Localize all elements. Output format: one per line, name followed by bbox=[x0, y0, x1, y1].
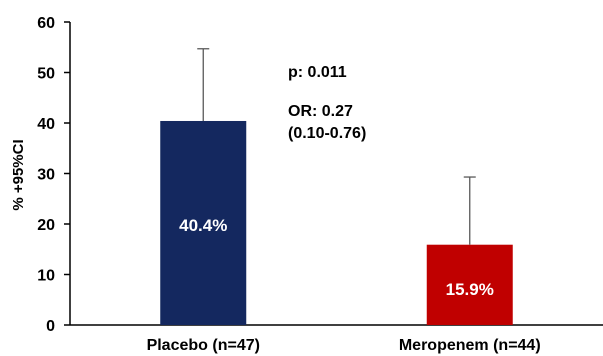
bar bbox=[426, 244, 513, 325]
y-tick-label: 0 bbox=[46, 318, 55, 335]
y-tick-label: 60 bbox=[37, 15, 55, 32]
y-tick-label: 50 bbox=[37, 66, 55, 83]
confidence-interval-annotation: (0.10-0.76) bbox=[288, 125, 366, 142]
bar bbox=[160, 120, 247, 325]
category-label: Meropenem (n=44) bbox=[399, 337, 541, 354]
bar-value-labels: 40.4% 15.9% bbox=[179, 216, 494, 299]
error-bars bbox=[197, 48, 476, 245]
category-label: Placebo (n=47) bbox=[147, 337, 260, 354]
bars bbox=[160, 120, 513, 325]
category-labels: Placebo (n=47) Meropenem (n=44) bbox=[147, 337, 541, 354]
y-tick-label: 20 bbox=[37, 217, 55, 234]
odds-ratio-annotation: OR: 0.27 bbox=[288, 103, 353, 120]
bar-value-label: 40.4% bbox=[179, 216, 227, 235]
y-axis-label: % +95%CI bbox=[10, 139, 27, 210]
y-tick-label: 30 bbox=[37, 167, 55, 184]
annotations: p: 0.011 OR: 0.27 (0.10-0.76) bbox=[288, 64, 366, 142]
y-tick-labels: 0 10 20 30 40 50 60 bbox=[37, 15, 55, 335]
y-tick-label: 40 bbox=[37, 116, 55, 133]
bar-value-label: 15.9% bbox=[446, 280, 494, 299]
axes bbox=[64, 21, 603, 326]
p-value-annotation: p: 0.011 bbox=[288, 64, 347, 81]
y-tick-label: 10 bbox=[37, 268, 55, 285]
